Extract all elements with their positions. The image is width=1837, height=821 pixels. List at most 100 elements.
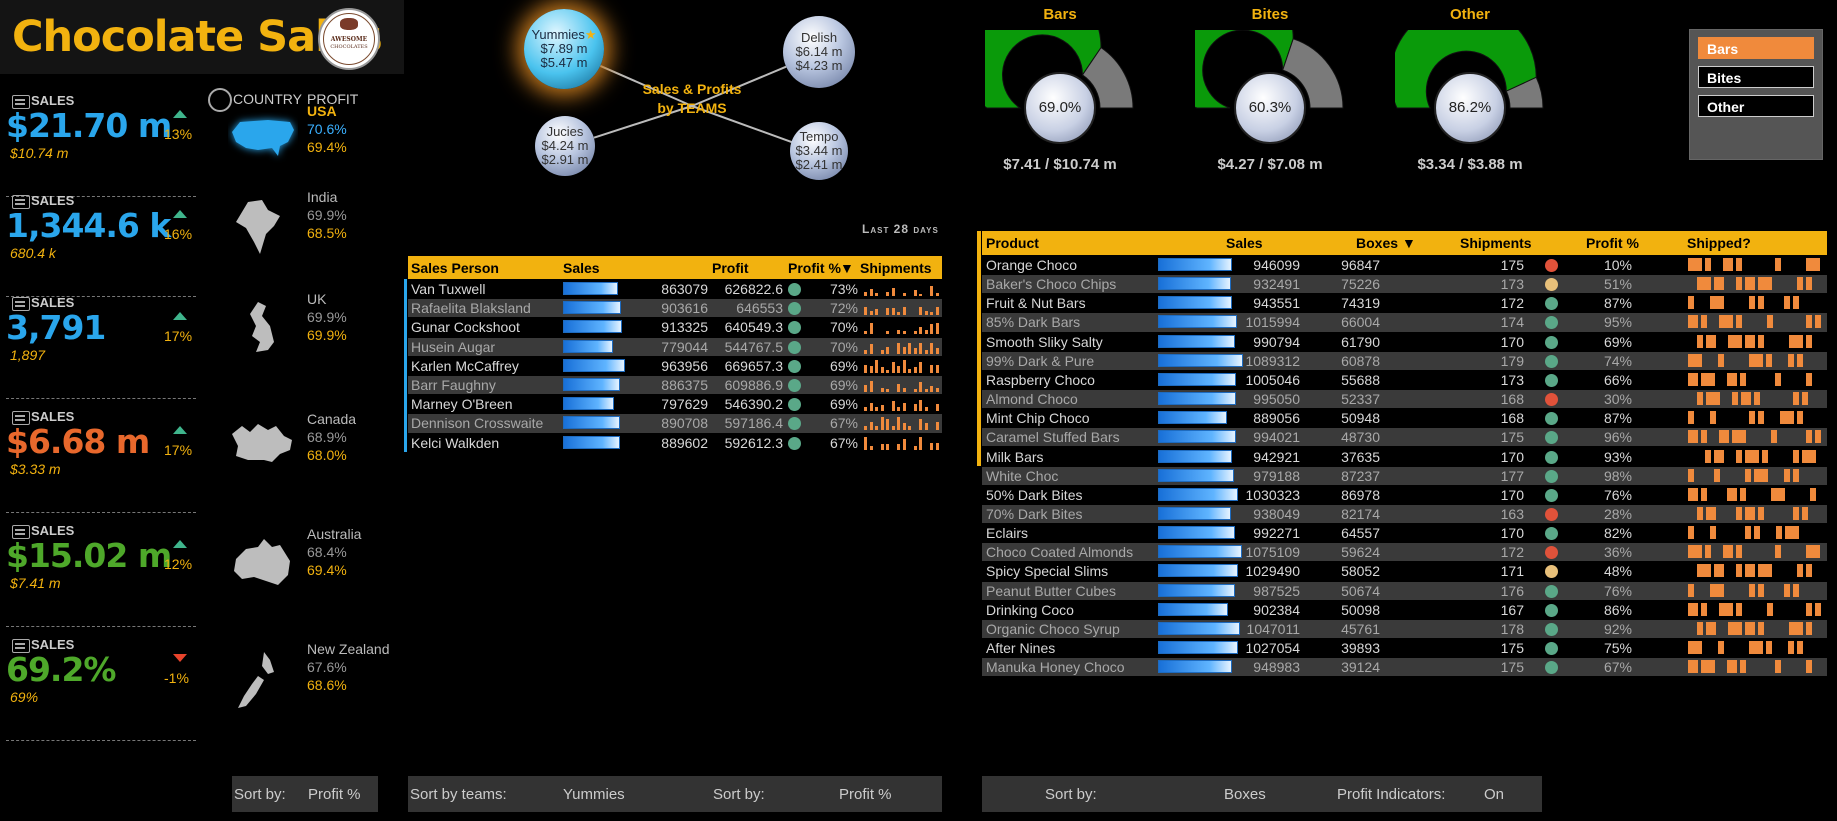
team-name: Jucies xyxy=(546,124,584,139)
table-row[interactable]: Smooth Sliky Salty 990794 61790 170 69% xyxy=(982,332,1827,351)
team-bubble[interactable]: Delish $6.14 m $4.23 m xyxy=(783,16,855,88)
mid-sort-value[interactable]: Profit % xyxy=(839,786,892,803)
shipment-spark-bar xyxy=(864,307,867,316)
slicer-item-bars[interactable]: Bars xyxy=(1698,37,1814,59)
table-row[interactable]: After Nines 1027054 39893 175 75% xyxy=(982,639,1827,658)
table-row[interactable]: 70% Dark Bites 938049 82174 163 28% xyxy=(982,504,1827,524)
shipment-spark-bar xyxy=(869,323,873,335)
shipment-spark-bar xyxy=(908,426,911,431)
column-header[interactable]: Profit % xyxy=(1586,235,1639,251)
table-row[interactable]: Caramel Stuffed Bars 994021 48730 175 96% xyxy=(982,428,1827,447)
table-row[interactable]: White Choc 979188 87237 177 98% xyxy=(982,466,1827,485)
column-header[interactable]: Shipments xyxy=(860,260,932,276)
shipment-spark-bar xyxy=(935,323,939,335)
column-header[interactable]: Sales xyxy=(563,260,600,276)
sales-person-name: Gunar Cockshoot xyxy=(411,319,520,336)
country-value-2: 69.9% xyxy=(307,327,347,343)
sales-value: 995050 xyxy=(1253,391,1300,408)
kpi-card: SALES 3,791 1,897 17% xyxy=(6,290,196,399)
country-name[interactable]: UK xyxy=(307,291,327,307)
table-row[interactable]: Rafaelita Blaksland 903616 646553 72% xyxy=(408,299,942,318)
sales-value: 797629 xyxy=(661,396,708,413)
shipped-mark xyxy=(1736,449,1742,463)
table-row[interactable]: Husein Augar 779044 544767.5 70% xyxy=(408,337,942,356)
gauge-footer: $3.34 / $3.88 m xyxy=(1417,156,1523,173)
table-row[interactable]: Eclairs 992271 64557 170 82% xyxy=(982,524,1827,543)
table-row[interactable]: Choco Coated Almonds 1075109 59624 172 36% xyxy=(982,543,1827,562)
sales-bar xyxy=(1158,430,1236,444)
column-header[interactable]: Profit % xyxy=(788,260,841,276)
column-header[interactable]: Profit xyxy=(712,260,749,276)
shipped-mark xyxy=(1697,621,1703,635)
table-row[interactable]: Manuka Honey Choco 948983 39124 175 67% xyxy=(982,658,1827,677)
table-row[interactable]: Van Tuxwell 863079 626822.6 73% xyxy=(408,280,942,299)
table-row[interactable]: Karlen McCaffrey 963956 669657.3 69% xyxy=(408,356,942,375)
shipped-mark xyxy=(1806,660,1812,674)
shipments-value: 167 xyxy=(1500,601,1524,618)
sales-bar xyxy=(1158,353,1243,367)
table-row[interactable]: Organic Choco Syrup 1047011 45761 178 92% xyxy=(982,619,1827,638)
country-name[interactable]: New Zealand xyxy=(307,641,390,657)
column-header[interactable]: Sales xyxy=(1226,235,1263,251)
left-sort-value[interactable]: Profit % xyxy=(308,786,361,803)
table-row[interactable]: Milk Bars 942921 37635 170 93% xyxy=(982,447,1827,466)
table-row[interactable]: Gunar Cockshoot 913325 640549.3 70% xyxy=(408,318,942,337)
team-sales: $6.14 m xyxy=(795,44,843,59)
shipment-spark-bar xyxy=(919,400,922,412)
profit-indicator-icon xyxy=(1545,431,1558,445)
shipment-spark-bar xyxy=(897,443,900,450)
column-header[interactable]: Boxes xyxy=(1356,235,1399,251)
table-row[interactable]: Drinking Coco 902384 50098 167 86% xyxy=(982,600,1827,619)
profit-indicator-icon xyxy=(788,398,801,412)
teams-sort-value[interactable]: Yummies xyxy=(563,786,625,803)
table-row[interactable]: Peanut Butter Cubes 987525 50674 176 76% xyxy=(982,581,1827,600)
boxes-value: 50948 xyxy=(1341,410,1380,427)
table-row[interactable]: Marney O'Breen 797629 546390.2 69% xyxy=(408,395,942,414)
table-row[interactable]: Fruit & Nut Bars 943551 74319 172 87% xyxy=(982,294,1827,313)
profit-indicator-icon xyxy=(788,436,801,450)
right-sort-label: Sort by: xyxy=(1045,786,1097,803)
column-header[interactable]: Shipped? xyxy=(1687,235,1751,251)
boxes-value: 64557 xyxy=(1341,525,1380,542)
table-row[interactable]: Kelci Walkden 889602 592612.3 67% xyxy=(408,433,942,452)
table-row[interactable]: Barr Faughny 886375 609886.9 69% xyxy=(408,376,942,395)
left-sort-control[interactable]: Sort by: Profit % xyxy=(232,776,378,812)
country-name[interactable]: Canada xyxy=(307,411,357,427)
table-row[interactable]: 99% Dark & Pure 1089312 60878 179 74% xyxy=(982,351,1827,370)
country-name[interactable]: Australia xyxy=(307,526,362,542)
profit-indicator-icon xyxy=(1545,412,1558,426)
table-row[interactable]: 85% Dark Bars 1015994 66004 174 95% xyxy=(982,313,1827,332)
table-row[interactable]: Orange Choco 946099 96847 175 10% xyxy=(982,256,1827,275)
table-row[interactable]: Baker's Choco Chips 932491 75226 173 51% xyxy=(982,275,1827,294)
team-bubble[interactable]: Tempo $3.44 m $2.41 m xyxy=(790,122,848,180)
right-sort-value[interactable]: Boxes xyxy=(1224,786,1266,803)
table-row[interactable]: Dennison Crosswaite 890708 597186.4 67% xyxy=(408,414,942,433)
country-name[interactable]: India xyxy=(307,189,338,205)
column-header[interactable]: Sales Person xyxy=(411,260,499,276)
sales-value: 946099 xyxy=(1253,257,1300,273)
column-header[interactable]: Shipments xyxy=(1460,235,1532,251)
shipment-spark-bar xyxy=(880,417,884,431)
country-name[interactable]: USA xyxy=(307,103,337,119)
table-row[interactable]: Spicy Special Slims 1029490 58052 171 48% xyxy=(982,562,1827,581)
team-bubble[interactable]: Jucies $4.24 m $2.91 m xyxy=(535,116,595,176)
column-header[interactable]: Product xyxy=(986,235,1039,251)
shipments-value: 170 xyxy=(1500,486,1524,503)
table-row[interactable]: Raspberry Choco 1005046 55688 173 66% xyxy=(982,370,1827,390)
indicators-value[interactable]: On xyxy=(1484,786,1505,803)
sales-register-icon xyxy=(12,297,30,311)
shipments-value: 168 xyxy=(1500,391,1524,408)
team-sales: $4.24 m xyxy=(541,138,589,153)
kpi-subvalue: $10.74 m xyxy=(10,145,69,161)
table-row[interactable]: Almond Choco 995050 52337 168 30% xyxy=(982,390,1827,409)
slicer-item-bites[interactable]: Bites xyxy=(1698,66,1814,88)
profit-indicator-icon xyxy=(1545,603,1558,617)
team-bubble[interactable]: Yummies★ $7.89 m $5.47 m xyxy=(524,9,604,89)
slicer-item-other[interactable]: Other xyxy=(1698,95,1814,117)
table-row[interactable]: 50% Dark Bites 1030323 86978 170 76% xyxy=(982,485,1827,504)
shipped-mark xyxy=(1806,277,1812,291)
gauge-title: Bites xyxy=(1251,6,1289,23)
table-row[interactable]: Mint Chip Choco 889056 50948 168 87% xyxy=(982,409,1827,428)
profit-indicator-icon xyxy=(1545,373,1558,387)
shipment-spark-bar xyxy=(875,309,878,316)
